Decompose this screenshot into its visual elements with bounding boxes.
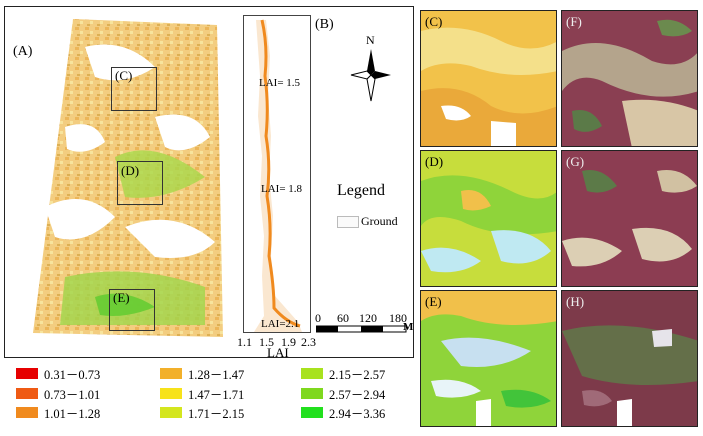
lai-zoom-c-image [421,11,556,146]
lai-map-a [33,19,223,337]
zoom-panel-d: (D) [420,150,557,287]
rgb-image-g [562,151,697,286]
scale-tick-180: 180 [389,311,407,325]
legend-range-1: 0.31－0.73 [44,368,101,382]
rgb-panel-f: (F) [561,10,698,147]
north-arrow-icon [350,49,391,102]
ground-label: Ground [361,214,398,228]
legend-item-4: 1.28－1.47 [160,367,245,382]
legend-range-8: 2.57－2.94 [329,388,386,402]
inset-label-e: (E) [113,290,130,305]
legend-item-5: 1.47－1.71 [160,387,245,402]
legend-item-7: 2.15－2.57 [301,367,386,382]
legend-item-8: 2.57－2.94 [301,387,386,402]
inset-box-c [111,67,157,111]
x-tick-1: 1.1 [237,335,252,349]
legend-range-9: 2.94－3.36 [329,407,386,421]
legend-swatch-4 [160,368,182,379]
inset-label-c: (C) [115,68,133,83]
inset-box-d [117,161,163,205]
map-legend-title: Legend [337,182,385,199]
x-tick-4: 2.3 [301,335,316,349]
legend-item-3: 1.01－1.28 [16,406,101,421]
legend-swatch-3 [16,407,38,418]
legend-item-9: 2.94－3.36 [301,406,386,421]
legend-range-5: 1.47－1.71 [188,388,245,402]
x-tick-3: 1.9 [281,335,296,349]
rgb-f-label: (F) [566,14,582,29]
scale-tick-120: 120 [359,311,377,325]
zoom-panel-c: (C) [420,10,557,147]
scale-unit: M [403,321,414,333]
scale-tick-0: 0 [315,311,321,325]
legend-item-2: 0.73－1.01 [16,387,101,402]
legend-swatch-7 [301,368,323,379]
lai-annotation-1: LAI= 1.5 [259,77,301,89]
panel-a-frame: (A) (C) (D) (E) (B) LAI= 1.5 LAI= 1.8 LA… [4,6,414,358]
x-tick-2: 1.5 [259,335,274,349]
legend-swatch-2 [16,388,38,399]
legend-range-3: 1.01－1.28 [44,407,101,421]
inset-label-d: (D) [121,163,140,178]
lai-profile [254,19,302,332]
ground-swatch [337,216,359,228]
panel-a-label: (A) [13,44,33,59]
zoom-d-label: (D) [425,154,444,169]
legend-range-6: 1.71－2.15 [188,407,245,421]
zoom-e-label: (E) [425,294,442,309]
lai-annotation-3: LAI=2.1 [261,318,300,330]
legend-swatch-6 [160,407,182,418]
lai-zoom-e-image [421,291,556,426]
panel-b-plot [243,15,311,333]
north-letter: N [366,33,375,47]
inset-box-e [109,289,155,331]
rgb-image-f [562,11,697,146]
x-axis-label: LAI [267,345,289,358]
lai-zoom-d-image [421,151,556,286]
rgb-h-label: (H) [566,294,585,309]
rgb-g-label: (G) [566,154,585,169]
zoom-panel-e: (E) [420,290,557,427]
legend-swatch-9 [301,407,323,418]
legend-item-6: 1.71－2.15 [160,406,245,421]
zoom-c-label: (C) [425,14,443,29]
panel-b-label: (B) [315,17,334,32]
legend-swatch-5 [160,388,182,399]
scale-tick-60: 60 [337,311,349,325]
legend-range-7: 2.15－2.57 [329,368,386,382]
legend-range-4: 1.28－1.47 [188,368,245,382]
rgb-panel-g: (G) [561,150,698,287]
legend-item-1: 0.31－0.73 [16,367,101,382]
legend-swatch-1 [16,368,38,379]
legend-swatch-8 [301,388,323,399]
legend-range-2: 0.73－1.01 [44,388,101,402]
scale-bar [316,325,407,333]
rgb-panel-h: (H) [561,290,698,427]
rgb-image-h [562,291,697,426]
lai-annotation-2: LAI= 1.8 [261,183,303,195]
